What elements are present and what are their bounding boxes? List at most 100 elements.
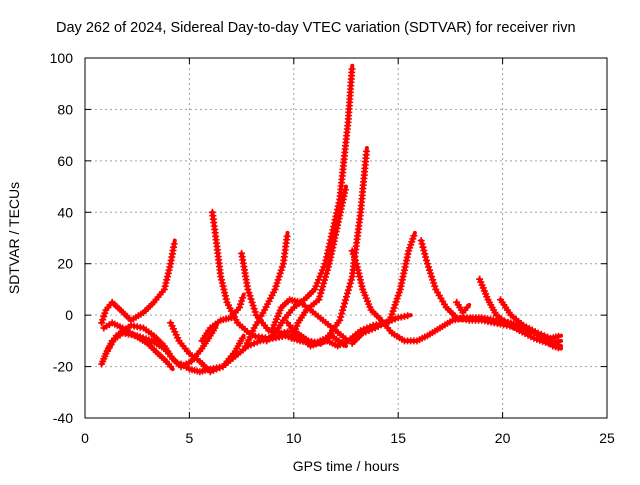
x-tick-label: 5 [186,430,194,446]
data-point [244,285,252,293]
data-point [336,316,344,324]
data-point [420,246,428,254]
data-point [271,285,279,293]
data-point [347,276,355,284]
data-point [322,270,330,278]
data-point [283,232,291,240]
data-point [344,286,352,294]
data-point [423,256,431,264]
data-point [249,302,257,309]
data-point [349,250,357,258]
data-point [277,266,285,274]
data-point [418,240,426,248]
data-series [98,63,564,376]
data-point [250,305,258,313]
data-point [274,276,282,284]
x-axis-label: GPS time / hours [293,458,400,474]
data-point [427,269,435,277]
series-track-19 [453,298,472,317]
data-point [421,250,429,258]
data-point [429,276,437,284]
data-point [430,279,438,287]
series-track-13 [284,146,371,350]
x-tick-label: 20 [495,430,511,446]
y-tick-label: -40 [53,410,73,426]
data-point [338,310,346,318]
series-track-17 [323,312,413,350]
data-point [323,266,331,274]
data-point [237,300,245,308]
data-point [315,296,323,304]
data-point [322,273,329,281]
y-tick-label: 0 [65,307,73,323]
data-point [321,276,329,284]
data-point [315,276,323,284]
data-point [239,294,247,302]
data-point [350,253,358,261]
data-point [278,263,286,271]
data-point [312,282,320,290]
data-point [100,312,108,320]
data-point [404,312,412,320]
data-point [275,273,283,281]
data-point [319,283,327,291]
data-point [247,295,255,303]
data-point [99,316,107,324]
series-line [99,238,177,325]
y-tick-label: 40 [57,204,73,220]
data-point [351,257,359,264]
y-axis-label: SDTVAR / TECUs [6,182,22,294]
data-point [363,147,371,155]
series-track-14 [288,184,349,342]
data-point [342,293,350,301]
series-track-18 [417,237,564,349]
x-tick-label: 25 [599,430,615,446]
series-line [477,277,564,346]
data-point [422,253,430,261]
data-point [317,289,325,297]
data-point [428,273,436,281]
data-point [98,319,106,327]
data-point [251,308,259,316]
y-tick-label: 20 [57,256,73,272]
y-tick-label: -20 [53,359,73,375]
data-point [238,297,246,305]
series-track-21 [497,296,564,342]
data-point [341,186,349,194]
data-point [248,298,256,306]
data-point [320,279,328,287]
data-point [410,232,418,240]
data-point [272,282,280,290]
series-track-3 [102,321,219,371]
series-track-11 [263,63,356,345]
data-point [343,289,351,297]
axis-ticks: -40 -20 0 20 40 60 80 100 0 5 10 15 20 25 [50,50,615,446]
chart-title: Day 262 of 2024, Sidereal Day-to-day VTE… [56,20,576,36]
data-point [431,282,439,290]
data-point [276,269,284,277]
series-track-1 [98,238,178,327]
plot-frame [84,57,608,419]
data-point [170,240,178,248]
series-track-4 [100,319,175,372]
data-point [417,237,425,245]
y-tick-label: 100 [50,50,74,66]
data-point [246,292,254,300]
data-point [101,309,109,317]
series-track-20 [476,275,564,347]
data-point [345,283,353,291]
data-point [341,299,349,307]
data-point [311,285,319,293]
data-point [554,332,562,340]
data-point [245,289,253,297]
data-point [340,303,348,311]
data-point [236,303,244,311]
y-tick-label: 60 [57,153,73,169]
data-point [318,286,326,294]
data-point [463,303,471,311]
x-tick-label: 0 [81,430,89,446]
series-line [419,238,564,348]
y-tick-label: 80 [57,101,73,117]
